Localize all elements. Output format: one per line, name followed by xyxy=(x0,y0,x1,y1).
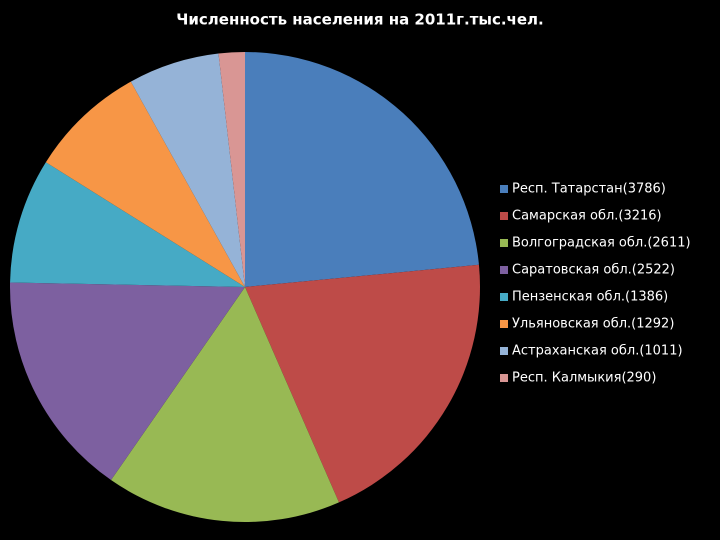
legend-swatch xyxy=(500,239,508,247)
legend-label: Волгоградская обл.(2611) xyxy=(512,236,691,251)
pie-slice xyxy=(245,264,480,503)
legend-swatch xyxy=(500,347,508,355)
pie-slice xyxy=(245,52,479,287)
pie-slice xyxy=(10,282,246,481)
legend-label: Респ. Татарстан(3786) xyxy=(512,182,666,197)
legend-swatch xyxy=(500,185,508,193)
legend-swatch xyxy=(500,293,508,301)
pie-slice xyxy=(10,162,245,287)
legend-label: Респ. Калмыкия(290) xyxy=(512,371,656,386)
legend-label: Астраханская обл.(1011) xyxy=(512,344,683,359)
pie-slice xyxy=(111,287,339,522)
legend-swatch xyxy=(500,374,508,382)
legend-label: Пензенская обл.(1386) xyxy=(512,290,668,305)
legend-label: Ульяновская обл.(1292) xyxy=(512,317,674,332)
pie-slice xyxy=(218,52,245,287)
pie-slice xyxy=(130,53,245,287)
pie-slice xyxy=(45,81,245,287)
legend-label: Саратовская обл.(2522) xyxy=(512,263,675,278)
legend-swatch xyxy=(500,320,508,328)
legend-swatch xyxy=(500,266,508,274)
legend-label: Самарская обл.(3216) xyxy=(512,209,662,224)
chart-title: Численность населения на 2011г.тыс.чел. xyxy=(176,11,543,29)
legend-swatch xyxy=(500,212,508,220)
